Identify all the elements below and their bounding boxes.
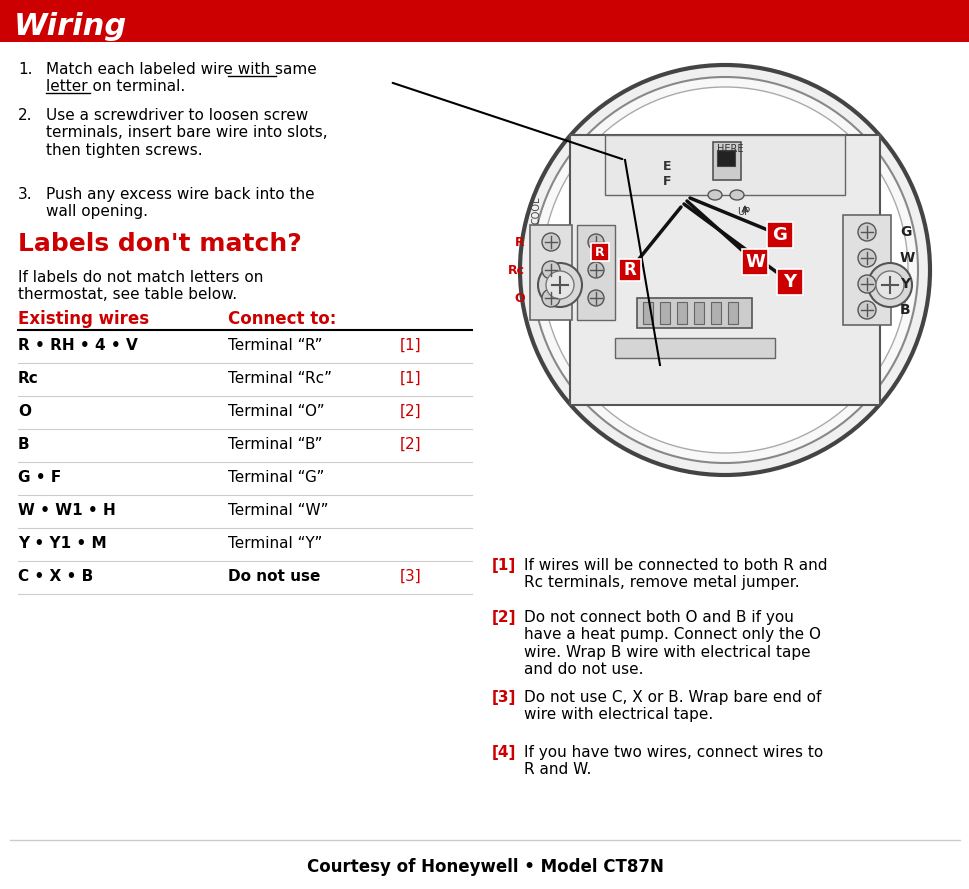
Text: Rc: Rc (508, 263, 524, 276)
Bar (614, 338, 774, 358)
Bar (712, 142, 740, 180)
Bar (842, 215, 891, 325)
Text: letter on terminal.: letter on terminal. (46, 79, 185, 94)
Text: Use a screwdriver to loosen screw
terminals, insert bare wire into slots,
then t: Use a screwdriver to loosen screw termin… (46, 108, 328, 158)
Text: R • RH • 4 • V: R • RH • 4 • V (18, 338, 138, 353)
Text: Terminal “G”: Terminal “G” (228, 470, 324, 485)
Text: G • F: G • F (18, 470, 61, 485)
Text: Terminal “O”: Terminal “O” (228, 404, 325, 419)
Circle shape (531, 77, 917, 463)
Text: G: G (771, 226, 787, 244)
Bar (605, 135, 844, 195)
Circle shape (858, 249, 875, 267)
Bar (577, 225, 614, 320)
Bar (728, 302, 737, 324)
Bar (741, 249, 767, 275)
Text: 3.: 3. (18, 187, 33, 202)
Text: [1]: [1] (399, 371, 422, 386)
Text: R: R (595, 245, 605, 259)
Text: Courtesy of Honeywell • Model CT87N: Courtesy of Honeywell • Model CT87N (306, 858, 663, 876)
Bar (618, 259, 641, 281)
Text: Push any excess wire back into the
wall opening.: Push any excess wire back into the wall … (46, 187, 314, 220)
Text: O: O (18, 404, 31, 419)
Text: Do not use: Do not use (228, 569, 320, 584)
Circle shape (587, 262, 604, 278)
Ellipse shape (730, 190, 743, 200)
Text: Y: Y (783, 273, 796, 291)
Text: Terminal “R”: Terminal “R” (228, 338, 322, 353)
Text: [2]: [2] (399, 437, 422, 452)
Circle shape (538, 263, 581, 307)
Text: UP: UP (736, 207, 749, 217)
Bar (693, 302, 703, 324)
Text: E: E (663, 160, 671, 173)
Text: [1]: [1] (399, 338, 422, 353)
Text: Do not use C, X or B. Wrap bare end of
wire with electrical tape.: Do not use C, X or B. Wrap bare end of w… (523, 690, 821, 723)
Text: C • X • B: C • X • B (18, 569, 93, 584)
Bar (642, 302, 652, 324)
Bar (716, 150, 735, 166)
Text: [2]: [2] (491, 610, 516, 625)
Circle shape (858, 223, 875, 241)
Text: HERE: HERE (716, 144, 742, 154)
Bar (659, 302, 670, 324)
Ellipse shape (707, 190, 721, 200)
Text: Labels don't match?: Labels don't match? (18, 232, 301, 256)
Text: 2.: 2. (18, 108, 33, 123)
Text: R: R (515, 236, 524, 249)
Text: [2]: [2] (399, 404, 422, 419)
Text: Terminal “Y”: Terminal “Y” (228, 536, 322, 551)
Text: B: B (18, 437, 30, 452)
Text: G: G (899, 225, 911, 239)
Text: [4]: [4] (491, 745, 516, 760)
Circle shape (858, 301, 875, 319)
Bar (570, 135, 879, 405)
Text: [3]: [3] (399, 569, 422, 584)
Bar (710, 302, 720, 324)
Circle shape (542, 261, 559, 279)
Text: Terminal “Rc”: Terminal “Rc” (228, 371, 331, 386)
Text: Terminal “W”: Terminal “W” (228, 503, 328, 518)
Bar (590, 243, 609, 261)
Text: COOL: COOL (531, 196, 542, 224)
Text: O: O (514, 292, 524, 305)
Text: F: F (663, 175, 671, 188)
Text: B: B (899, 303, 910, 317)
Text: Y • Y1 • M: Y • Y1 • M (18, 536, 107, 551)
Text: If wires will be connected to both R and
Rc terminals, remove metal jumper.: If wires will be connected to both R and… (523, 558, 827, 590)
Text: [3]: [3] (491, 690, 516, 705)
Text: [1]: [1] (491, 558, 516, 573)
Circle shape (542, 87, 907, 453)
Circle shape (542, 289, 559, 307)
Text: Match each labeled wire with same: Match each labeled wire with same (46, 62, 317, 77)
Text: W: W (899, 251, 915, 265)
Text: W • W1 • H: W • W1 • H (18, 503, 115, 518)
Text: If labels do not match letters on
thermostat, see table below.: If labels do not match letters on thermo… (18, 270, 264, 302)
Text: R: R (623, 261, 636, 279)
Bar (637, 298, 751, 328)
Circle shape (875, 271, 903, 299)
Bar (529, 225, 572, 320)
Circle shape (587, 290, 604, 306)
Circle shape (546, 271, 574, 299)
Circle shape (858, 275, 875, 293)
Bar (0, 0, 969, 42)
Text: W: W (744, 253, 765, 271)
Circle shape (542, 233, 559, 251)
Text: 1.: 1. (18, 62, 33, 77)
Text: Terminal “B”: Terminal “B” (228, 437, 322, 452)
Bar (766, 222, 793, 248)
Text: Connect to:: Connect to: (228, 310, 336, 328)
Bar (776, 269, 802, 295)
Circle shape (519, 65, 929, 475)
Circle shape (867, 263, 911, 307)
Text: Do not connect both O and B if you
have a heat pump. Connect only the O
wire. Wr: Do not connect both O and B if you have … (523, 610, 820, 677)
Text: Existing wires: Existing wires (18, 310, 149, 328)
Text: Wiring: Wiring (14, 12, 127, 41)
Text: Y: Y (899, 277, 909, 291)
Circle shape (587, 234, 604, 250)
Bar (676, 302, 686, 324)
Text: If you have two wires, connect wires to
R and W.: If you have two wires, connect wires to … (523, 745, 823, 777)
Text: Rc: Rc (18, 371, 39, 386)
